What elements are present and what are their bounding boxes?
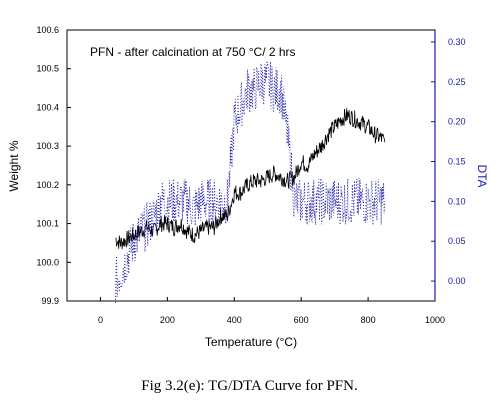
chart-annotation: PFN - after calcination at 750 °C/ 2 hrs [90, 45, 296, 59]
y-tick-label-0: 99.9 [41, 296, 59, 306]
y2-tick-label-3: 0.15 [448, 157, 466, 167]
y2-tick-label-1: 0.05 [448, 236, 466, 246]
weight-series-line [115, 108, 386, 250]
y2-tick-label-5: 0.25 [448, 77, 466, 87]
y-tick-label-4: 100.3 [36, 141, 59, 151]
y2-tick-label-2: 0.10 [448, 196, 466, 206]
y2-axis-label: DTA [475, 164, 489, 187]
y-tick-label-7: 100.6 [36, 25, 59, 35]
x-tick-label-3: 600 [294, 315, 309, 325]
y-tick-label-2: 100.1 [36, 219, 59, 229]
ticks-layer: 0 200 400 600 800 1000 99.9 100.0 100.1 100.2 100.… [36, 25, 465, 325]
series-layer [115, 60, 386, 303]
x-tick-label-1: 200 [160, 315, 175, 325]
y-tick-label-5: 100.4 [36, 102, 59, 112]
tg-dta-chart: 0 200 400 600 800 1000 99.9 100.0 100.1 100.2 100.… [7, 25, 489, 349]
y2-tick-label-4: 0.20 [448, 117, 466, 127]
x-axis-label: Temperature (°C) [205, 335, 297, 349]
dta-series-line [115, 60, 386, 303]
y-axis-label: Weight % [7, 140, 21, 191]
y2-tick-label-0: 0.00 [448, 276, 466, 286]
y-tick-label-6: 100.5 [36, 64, 59, 74]
figure-caption: Fig 3.2(e): TG/DTA Curve for PFN. [141, 378, 358, 394]
y-tick-label-1: 100.0 [36, 257, 59, 267]
y2-tick-label-6: 0.30 [448, 37, 466, 47]
y-tick-label-3: 100.2 [36, 180, 59, 190]
x-tick-label-5: 1000 [425, 315, 445, 325]
x-tick-label-0: 0 [98, 315, 103, 325]
x-tick-label-2: 400 [227, 315, 242, 325]
x-tick-label-4: 800 [361, 315, 376, 325]
plot-frame [66, 29, 436, 302]
